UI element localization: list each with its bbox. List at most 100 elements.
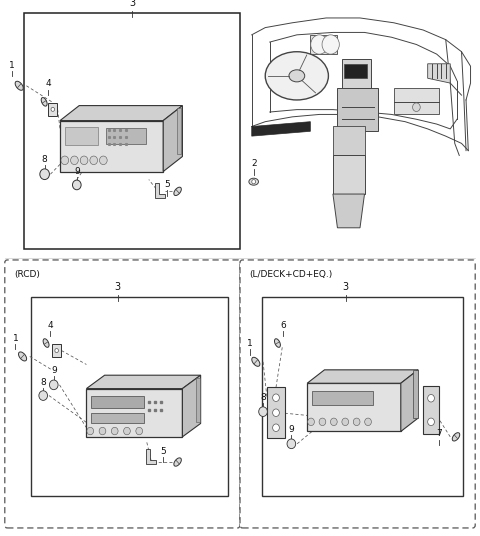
Circle shape <box>111 427 118 435</box>
Polygon shape <box>337 88 378 131</box>
Ellipse shape <box>265 52 328 100</box>
Polygon shape <box>333 155 364 194</box>
Text: 8: 8 <box>260 393 266 402</box>
Text: 2: 2 <box>251 159 256 168</box>
Bar <box>423 386 439 434</box>
Circle shape <box>413 103 420 111</box>
Ellipse shape <box>275 339 280 347</box>
Bar <box>24 13 240 249</box>
Polygon shape <box>394 88 439 115</box>
Bar <box>107 128 145 144</box>
Circle shape <box>136 427 143 435</box>
Polygon shape <box>86 375 201 389</box>
Ellipse shape <box>174 458 181 466</box>
Bar <box>196 378 200 422</box>
Text: 3: 3 <box>343 282 348 292</box>
Text: 1: 1 <box>12 334 18 343</box>
Circle shape <box>342 418 348 426</box>
Circle shape <box>55 348 59 353</box>
Text: 6: 6 <box>280 321 286 330</box>
FancyBboxPatch shape <box>240 260 475 528</box>
Bar <box>177 108 181 154</box>
Bar <box>267 387 285 438</box>
Ellipse shape <box>43 339 49 347</box>
Bar <box>413 370 418 418</box>
Circle shape <box>49 380 58 390</box>
Circle shape <box>39 391 48 400</box>
Polygon shape <box>333 126 364 155</box>
Text: 8: 8 <box>42 155 48 164</box>
Text: 9: 9 <box>288 425 294 434</box>
Circle shape <box>61 156 69 165</box>
Text: 1: 1 <box>9 61 15 70</box>
Bar <box>65 127 98 145</box>
Circle shape <box>124 427 131 435</box>
Ellipse shape <box>19 352 26 361</box>
Text: 7: 7 <box>436 429 442 438</box>
Bar <box>91 396 144 408</box>
Circle shape <box>71 156 78 165</box>
Circle shape <box>287 439 296 449</box>
Text: 9: 9 <box>74 167 80 176</box>
Text: 1: 1 <box>247 339 252 348</box>
Circle shape <box>87 427 94 435</box>
Polygon shape <box>333 194 364 228</box>
Text: (L/DECK+CD+EQ.): (L/DECK+CD+EQ.) <box>250 270 333 279</box>
Bar <box>52 344 61 358</box>
Circle shape <box>99 427 106 435</box>
Circle shape <box>428 418 434 426</box>
Circle shape <box>72 180 81 190</box>
Bar <box>31 297 228 496</box>
FancyBboxPatch shape <box>5 260 240 528</box>
Circle shape <box>273 409 279 416</box>
Bar <box>91 413 144 423</box>
Circle shape <box>428 394 434 402</box>
Polygon shape <box>146 449 156 464</box>
Polygon shape <box>401 370 418 431</box>
Ellipse shape <box>174 187 181 196</box>
Circle shape <box>40 169 49 180</box>
Bar <box>262 297 463 496</box>
Ellipse shape <box>452 433 460 441</box>
Text: 3: 3 <box>115 282 120 292</box>
Text: 9: 9 <box>51 366 57 375</box>
Bar <box>307 383 401 431</box>
Polygon shape <box>307 370 418 383</box>
Ellipse shape <box>249 178 258 185</box>
Circle shape <box>322 35 339 54</box>
Polygon shape <box>344 64 367 78</box>
Circle shape <box>51 107 55 111</box>
Circle shape <box>273 424 279 431</box>
Circle shape <box>90 156 97 165</box>
Bar <box>86 389 182 437</box>
Text: 5: 5 <box>164 180 170 189</box>
Circle shape <box>273 394 279 401</box>
Bar <box>60 121 163 172</box>
Text: 4: 4 <box>45 79 51 88</box>
Polygon shape <box>311 35 337 54</box>
Circle shape <box>80 156 88 165</box>
Polygon shape <box>428 64 450 83</box>
Bar <box>48 102 57 116</box>
Circle shape <box>259 407 267 416</box>
Circle shape <box>308 418 314 426</box>
Ellipse shape <box>252 358 260 366</box>
Circle shape <box>353 418 360 426</box>
Text: 5: 5 <box>160 446 166 456</box>
Ellipse shape <box>289 70 305 82</box>
Polygon shape <box>163 106 182 172</box>
Circle shape <box>330 418 337 426</box>
Text: (RCD): (RCD) <box>14 270 40 279</box>
Text: 3: 3 <box>129 0 135 8</box>
Polygon shape <box>155 183 165 198</box>
Bar <box>312 391 373 405</box>
Circle shape <box>319 418 326 426</box>
Circle shape <box>252 180 255 184</box>
Circle shape <box>311 35 328 54</box>
Polygon shape <box>60 106 182 121</box>
Ellipse shape <box>41 98 47 106</box>
Polygon shape <box>182 375 201 437</box>
Text: 4: 4 <box>48 321 53 330</box>
Text: 8: 8 <box>40 378 46 387</box>
Polygon shape <box>252 122 311 136</box>
